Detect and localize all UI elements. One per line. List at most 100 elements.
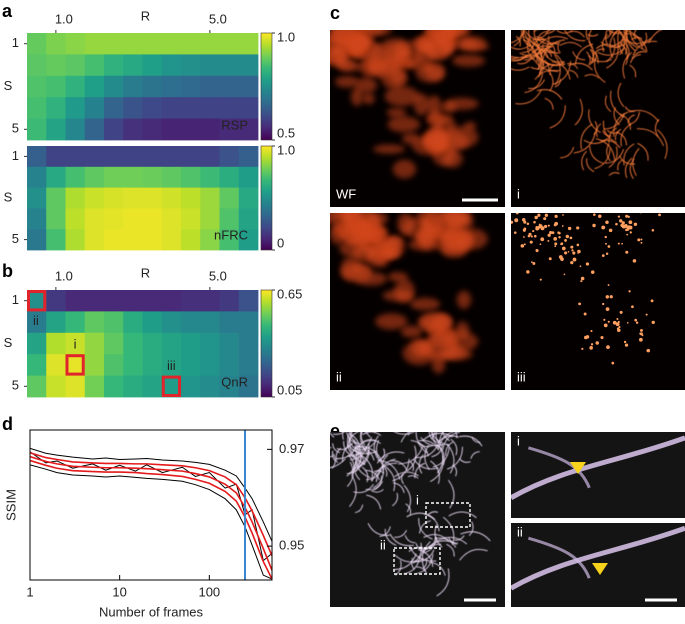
filament bbox=[623, 30, 638, 48]
filament bbox=[594, 148, 611, 170]
inset-box bbox=[393, 547, 441, 575]
heatmap-cell bbox=[238, 75, 259, 98]
filament bbox=[584, 74, 600, 79]
filament bbox=[657, 129, 668, 159]
spot bbox=[567, 250, 570, 253]
filament bbox=[415, 553, 434, 575]
blob bbox=[330, 224, 347, 245]
filament bbox=[559, 42, 582, 48]
filament bbox=[346, 461, 354, 487]
spot bbox=[595, 341, 599, 345]
spot bbox=[617, 320, 620, 323]
spot bbox=[607, 320, 610, 323]
spot bbox=[650, 299, 654, 303]
filament bbox=[533, 30, 541, 47]
x-axis-label: Number of frames bbox=[99, 604, 204, 619]
spot bbox=[567, 226, 572, 231]
filament bbox=[418, 454, 424, 474]
filament bbox=[349, 432, 352, 435]
spot bbox=[523, 236, 525, 238]
spot bbox=[585, 335, 590, 339]
blob bbox=[362, 93, 375, 105]
filament bbox=[445, 441, 454, 456]
filament bbox=[357, 445, 383, 464]
y-axis-label: SSIM bbox=[3, 489, 18, 521]
heatmap-cell bbox=[142, 375, 163, 398]
filament bbox=[583, 137, 609, 144]
filament bbox=[511, 44, 532, 50]
filament bbox=[437, 408, 448, 429]
blob bbox=[455, 321, 470, 338]
filament bbox=[588, 109, 601, 133]
filament bbox=[383, 465, 396, 492]
filament bbox=[554, 54, 561, 86]
spot bbox=[619, 219, 623, 223]
heatmap-cell bbox=[46, 97, 66, 119]
filament bbox=[642, 2, 652, 29]
spot bbox=[645, 313, 648, 316]
spot bbox=[535, 249, 539, 253]
filament bbox=[349, 475, 357, 507]
spot bbox=[547, 239, 550, 242]
spot bbox=[549, 231, 553, 235]
micrograph bbox=[330, 30, 505, 207]
blob bbox=[440, 101, 457, 114]
heatmap-cell bbox=[46, 375, 66, 398]
heatmap-cell bbox=[181, 33, 201, 55]
heatmap-cell bbox=[46, 332, 66, 355]
heatmap-annotation: RSP bbox=[221, 117, 248, 132]
filament bbox=[586, 158, 595, 173]
highlight-label: iii bbox=[167, 358, 176, 373]
filament bbox=[361, 466, 369, 483]
filament bbox=[632, 40, 658, 56]
spot bbox=[621, 224, 626, 229]
spot bbox=[544, 213, 549, 217]
heatmap-cell bbox=[123, 332, 143, 355]
spot bbox=[548, 257, 552, 261]
blob bbox=[336, 57, 355, 70]
filament bbox=[536, 89, 563, 100]
filament bbox=[629, 158, 635, 179]
filament bbox=[413, 458, 439, 470]
filament bbox=[603, 113, 625, 130]
colorbar bbox=[260, 145, 273, 251]
heatmap-cell bbox=[123, 33, 143, 55]
spot bbox=[576, 243, 580, 247]
blob bbox=[358, 30, 384, 35]
spot bbox=[603, 318, 606, 321]
heatmap-cell bbox=[238, 375, 259, 398]
filament bbox=[630, 54, 641, 64]
filament bbox=[603, 120, 617, 144]
spot bbox=[617, 328, 621, 332]
spot bbox=[538, 224, 543, 229]
image-label: ii bbox=[336, 369, 342, 384]
heatmap-cell bbox=[181, 118, 201, 141]
filament bbox=[351, 432, 353, 437]
filament bbox=[415, 432, 428, 454]
spot bbox=[621, 242, 623, 245]
heatmap-cell bbox=[27, 33, 47, 55]
blob bbox=[402, 133, 421, 145]
heatmap-cell bbox=[123, 54, 143, 77]
blob bbox=[452, 54, 486, 67]
blob bbox=[410, 338, 428, 358]
heatmap-cell bbox=[238, 332, 259, 355]
blob bbox=[340, 256, 361, 280]
blob bbox=[334, 75, 360, 88]
filament bbox=[342, 443, 354, 462]
filament bbox=[437, 432, 454, 450]
blob bbox=[389, 67, 406, 85]
heatmap-cell bbox=[65, 208, 86, 230]
data-line bbox=[30, 451, 272, 562]
spot bbox=[539, 243, 542, 246]
spot bbox=[604, 235, 607, 239]
heatmap-cell bbox=[181, 354, 201, 376]
y-tick-label: 5 bbox=[12, 378, 19, 393]
filament bbox=[355, 441, 376, 450]
spot bbox=[639, 332, 642, 335]
spot bbox=[598, 214, 602, 218]
heatmap-cell bbox=[27, 187, 47, 209]
filament bbox=[536, 30, 549, 41]
heatmap-cell bbox=[142, 229, 163, 251]
filament bbox=[418, 518, 433, 540]
